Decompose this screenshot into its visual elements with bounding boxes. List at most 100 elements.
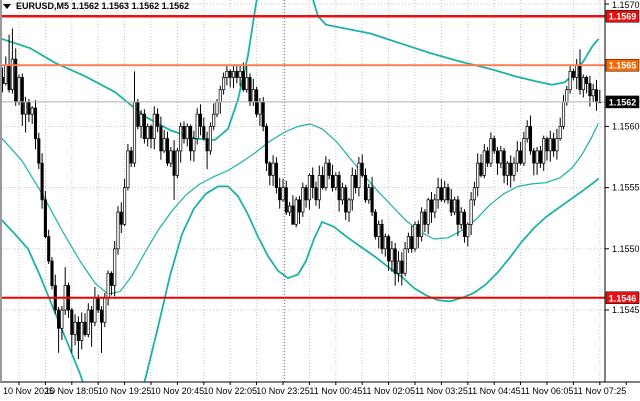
price-tick-label: 1.1555 xyxy=(612,183,640,193)
bull-candle-body xyxy=(192,138,196,152)
bull-candle-body xyxy=(245,77,249,91)
bear-candle-body xyxy=(235,70,239,78)
bear-candle-body xyxy=(248,77,252,103)
price-tick-label: 1.1545 xyxy=(612,305,640,315)
bear-candle-body xyxy=(363,175,368,201)
bull-candle-body xyxy=(515,150,519,164)
bull-candle-body xyxy=(420,211,424,237)
bull-candle-body xyxy=(377,223,381,237)
bull-candle-body xyxy=(271,162,275,176)
bull-candle-body xyxy=(86,309,90,335)
bear-candle-body xyxy=(264,126,269,164)
bear-candle-body xyxy=(344,187,348,213)
bear-candle-body xyxy=(43,199,47,237)
price-tick-label: 1.1560 xyxy=(612,121,640,131)
bull-candle-body xyxy=(390,248,394,262)
bear-candle-body xyxy=(373,211,377,237)
time-tick-label: 10 Nov 2025 xyxy=(3,386,54,396)
price-marker-1-1546[interactable]: 1.1546 xyxy=(605,291,640,305)
bear-candle-body xyxy=(502,150,506,176)
price-marker-1-1562[interactable]: 1.1562 xyxy=(605,95,640,109)
bull-candle-body xyxy=(413,223,417,250)
time-tick-label: 10 Nov 19:25 xyxy=(98,386,152,396)
bear-candle-body xyxy=(165,138,170,164)
bear-candle-body xyxy=(205,138,209,152)
symbol-dropdown-icon[interactable] xyxy=(3,4,11,9)
bull-candle-body xyxy=(80,321,84,341)
time-tick-label: 11 Nov 03:25 xyxy=(415,386,468,396)
bull-candle-body xyxy=(218,89,222,103)
bull-candle-body xyxy=(185,126,189,139)
bear-candle-body xyxy=(20,77,24,115)
bull-candle-body xyxy=(568,70,572,91)
time-tick-label: 11 Nov 02:05 xyxy=(362,386,415,396)
bear-candle-body xyxy=(528,126,533,152)
bear-candle-body xyxy=(40,162,44,201)
bull-candle-body xyxy=(139,113,143,127)
bull-candle-body xyxy=(482,150,486,176)
bear-candle-body xyxy=(532,150,536,164)
bear-candle-body xyxy=(284,187,288,213)
bear-candle-body xyxy=(446,187,450,201)
bear-candle-body xyxy=(492,138,496,152)
bear-candle-body xyxy=(119,211,123,225)
bear-candle-body xyxy=(410,236,414,250)
bull-candle-body xyxy=(555,138,559,152)
bear-candle-body xyxy=(479,162,483,176)
bull-candle-body xyxy=(215,101,219,115)
bull-candle-body xyxy=(288,205,292,213)
bear-candle-body xyxy=(182,126,186,139)
time-tick-label: 10 Nov 18:05 xyxy=(45,386,99,396)
bull-candle-body xyxy=(525,126,529,139)
bear-candle-body xyxy=(90,309,94,323)
bollinger-middle-band xyxy=(0,123,599,295)
svg-text:1.1546: 1.1546 xyxy=(609,293,637,303)
bear-candle-body xyxy=(337,175,341,201)
bull-candle-body xyxy=(195,113,199,139)
bear-candle-body xyxy=(109,272,113,286)
svg-text:1.1562: 1.1562 xyxy=(609,97,637,107)
bear-candle-body xyxy=(37,138,41,164)
bear-candle-body xyxy=(47,236,51,262)
bull-candle-body xyxy=(469,199,473,225)
bull-candle-body xyxy=(73,321,77,335)
bull-candle-body xyxy=(10,58,14,91)
bear-candle-body xyxy=(291,205,295,225)
bear-candle-body xyxy=(360,162,364,176)
bear-candle-body xyxy=(495,150,500,164)
bull-candle-body xyxy=(152,113,156,139)
bull-candle-body xyxy=(169,150,173,164)
bull-candle-body xyxy=(334,175,338,188)
bull-candle-body xyxy=(357,162,361,188)
price-marker-1-1565[interactable]: 1.1565 xyxy=(605,58,640,72)
bear-candle-body xyxy=(57,309,61,329)
bull-candle-body xyxy=(317,175,321,201)
bear-candle-body xyxy=(439,187,443,201)
bear-candle-body xyxy=(228,70,232,78)
bull-candle-body xyxy=(132,101,137,164)
bear-candle-body xyxy=(330,175,335,188)
bull-candle-body xyxy=(542,138,546,164)
bear-candle-body xyxy=(354,175,358,188)
bear-candle-body xyxy=(538,150,542,164)
bull-candle-body xyxy=(258,101,262,115)
bull-candle-body xyxy=(558,126,562,139)
chart-title: EURUSD,M5 1.1562 1.1563 1.1562 1.1562 xyxy=(16,1,190,11)
bull-candle-body xyxy=(324,162,328,188)
bull-candle-body xyxy=(565,89,569,103)
bull-candle-body xyxy=(301,187,305,213)
bear-candle-body xyxy=(189,126,193,152)
bull-candle-body xyxy=(175,150,179,176)
price-marker-1-1569[interactable]: 1.1569 xyxy=(605,9,640,23)
bull-candle-body xyxy=(591,89,595,97)
bear-candle-body xyxy=(96,297,100,311)
bull-candle-body xyxy=(350,175,354,201)
bull-candle-body xyxy=(575,64,579,78)
bull-candle-body xyxy=(222,77,226,91)
bull-candle-body xyxy=(116,211,120,250)
bull-candle-body xyxy=(238,70,242,78)
bull-candle-body xyxy=(231,70,236,78)
